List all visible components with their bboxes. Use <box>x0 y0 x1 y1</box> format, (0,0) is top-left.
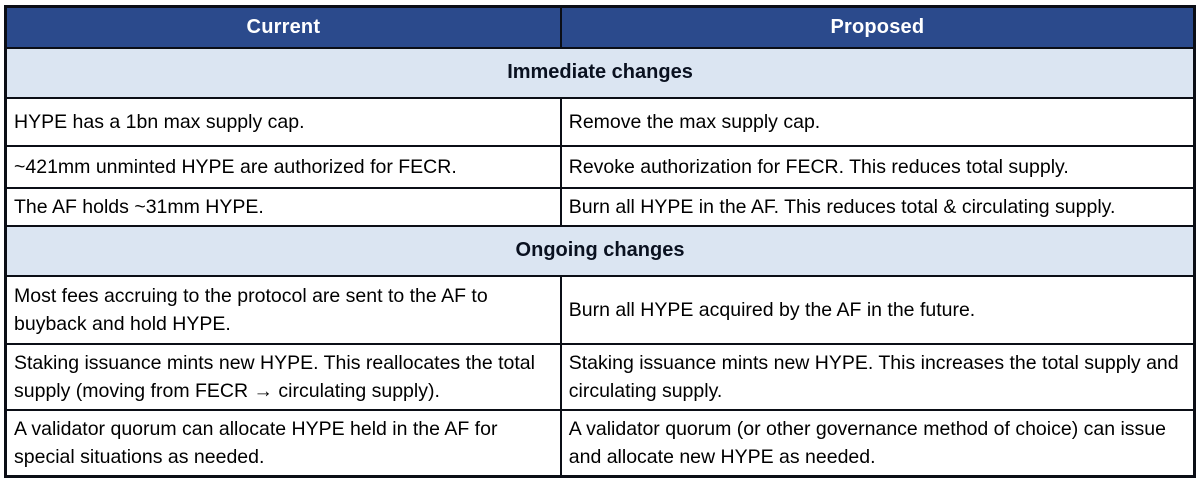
table-row: ~421mm unminted HYPE are authorized for … <box>4 144 1196 189</box>
cell-proposed-burn-future-hype: Burn all HYPE acquired by the AF in the … <box>559 274 1196 345</box>
cell-proposed-burn-af-hype: Burn all HYPE in the AF. This reduces to… <box>559 186 1196 227</box>
section-row-ongoing: Ongoing changes <box>4 224 1196 277</box>
cell-current-fees-buyback: Most fees accruing to the protocol are s… <box>4 274 562 345</box>
table-row: Staking issuance mints new HYPE. This re… <box>4 342 1196 411</box>
comparison-table: Current Proposed Immediate changes HYPE … <box>4 5 1196 478</box>
table-row: Most fees accruing to the protocol are s… <box>4 274 1196 345</box>
cell-current-staking-issuance: Staking issuance mints new HYPE. This re… <box>4 342 562 411</box>
section-title-immediate-changes: Immediate changes <box>4 46 1196 99</box>
column-header-current: Current <box>4 5 562 49</box>
cell-proposed-revoke-fecr: Revoke authorization for FECR. This redu… <box>559 144 1196 189</box>
cell-proposed-staking-issuance: Staking issuance mints new HYPE. This in… <box>559 342 1196 411</box>
table-header-row: Current Proposed <box>4 5 1196 49</box>
cell-proposed-validator-quorum: A validator quorum (or other governance … <box>559 408 1196 477</box>
section-title-ongoing-changes: Ongoing changes <box>4 224 1196 277</box>
cell-current-validator-quorum: A validator quorum can allocate HYPE hel… <box>4 408 562 477</box>
cell-current-unminted-fecr: ~421mm unminted HYPE are authorized for … <box>4 144 562 189</box>
cell-current-af-holds-hype: The AF holds ~31mm HYPE. <box>4 186 562 227</box>
cell-proposed-remove-max-supply-cap: Remove the max supply cap. <box>559 96 1196 147</box>
column-header-proposed: Proposed <box>559 5 1196 49</box>
cell-current-max-supply-cap: HYPE has a 1bn max supply cap. <box>4 96 562 147</box>
table-row: HYPE has a 1bn max supply cap. Remove th… <box>4 96 1196 147</box>
table-row: A validator quorum can allocate HYPE hel… <box>4 408 1196 477</box>
section-row-immediate: Immediate changes <box>4 46 1196 99</box>
table-row: The AF holds ~31mm HYPE. Burn all HYPE i… <box>4 186 1196 227</box>
